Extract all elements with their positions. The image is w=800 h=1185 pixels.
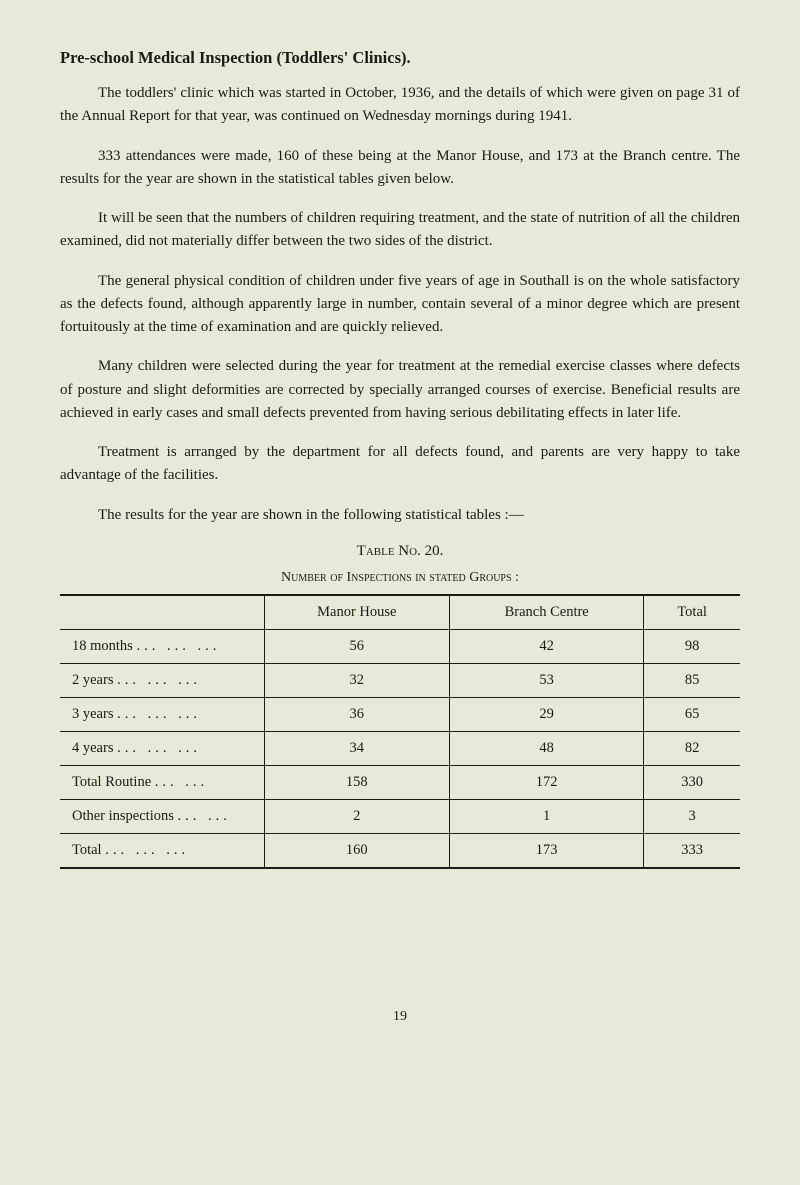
paragraph-6: Treatment is arranged by the department … xyxy=(60,441,740,488)
table-title: Table No. 20. xyxy=(60,543,740,560)
paragraph-5: Many children were selected during the y… xyxy=(60,355,740,425)
page-number: 19 xyxy=(60,1009,740,1025)
cell-manor: 158 xyxy=(264,765,450,799)
row-label: Total ... ... ... xyxy=(60,833,264,868)
table-row: Total ... ... ... 160 173 333 xyxy=(60,833,740,868)
cell-manor: 36 xyxy=(264,697,450,731)
inspections-table: Manor House Branch Centre Total 18 month… xyxy=(60,594,740,869)
row-label: 3 years ... ... ... xyxy=(60,697,264,731)
row-label: Total Routine ... ... xyxy=(60,765,264,799)
col-header-blank xyxy=(60,595,264,630)
col-header-manor: Manor House xyxy=(264,595,450,630)
cell-manor: 34 xyxy=(264,731,450,765)
cell-total: 98 xyxy=(644,629,740,663)
section-heading: Pre-school Medical Inspection (Toddlers'… xyxy=(60,48,740,68)
cell-total: 330 xyxy=(644,765,740,799)
cell-branch: 53 xyxy=(450,663,644,697)
table-row: 4 years ... ... ... 34 48 82 xyxy=(60,731,740,765)
paragraph-2: 333 attendances were made, 160 of these … xyxy=(60,145,740,192)
row-label: 18 months ... ... ... xyxy=(60,629,264,663)
cell-total: 85 xyxy=(644,663,740,697)
cell-manor: 32 xyxy=(264,663,450,697)
cell-branch: 1 xyxy=(450,799,644,833)
cell-manor: 160 xyxy=(264,833,450,868)
table-row: Total Routine ... ... 158 172 330 xyxy=(60,765,740,799)
row-label: Other inspections ... ... xyxy=(60,799,264,833)
table-body: 18 months ... ... ... 56 42 98 2 years .… xyxy=(60,629,740,868)
table-row: 3 years ... ... ... 36 29 65 xyxy=(60,697,740,731)
cell-branch: 173 xyxy=(450,833,644,868)
table-row: Other inspections ... ... 2 1 3 xyxy=(60,799,740,833)
table-row: 18 months ... ... ... 56 42 98 xyxy=(60,629,740,663)
table-header-row: Manor House Branch Centre Total xyxy=(60,595,740,630)
paragraph-7: The results for the year are shown in th… xyxy=(60,504,740,527)
row-label: 2 years ... ... ... xyxy=(60,663,264,697)
cell-branch: 42 xyxy=(450,629,644,663)
cell-total: 333 xyxy=(644,833,740,868)
cell-total: 3 xyxy=(644,799,740,833)
cell-manor: 56 xyxy=(264,629,450,663)
cell-branch: 29 xyxy=(450,697,644,731)
cell-total: 82 xyxy=(644,731,740,765)
cell-total: 65 xyxy=(644,697,740,731)
cell-branch: 172 xyxy=(450,765,644,799)
table-row: 2 years ... ... ... 32 53 85 xyxy=(60,663,740,697)
row-label: 4 years ... ... ... xyxy=(60,731,264,765)
paragraph-1: The toddlers' clinic which was started i… xyxy=(60,82,740,129)
paragraph-3: It will be seen that the numbers of chil… xyxy=(60,207,740,254)
col-header-branch: Branch Centre xyxy=(450,595,644,630)
col-header-total: Total xyxy=(644,595,740,630)
paragraph-4: The general physical condition of childr… xyxy=(60,270,740,340)
table-subtitle: Number of Inspections in stated Groups : xyxy=(60,570,740,586)
cell-manor: 2 xyxy=(264,799,450,833)
cell-branch: 48 xyxy=(450,731,644,765)
